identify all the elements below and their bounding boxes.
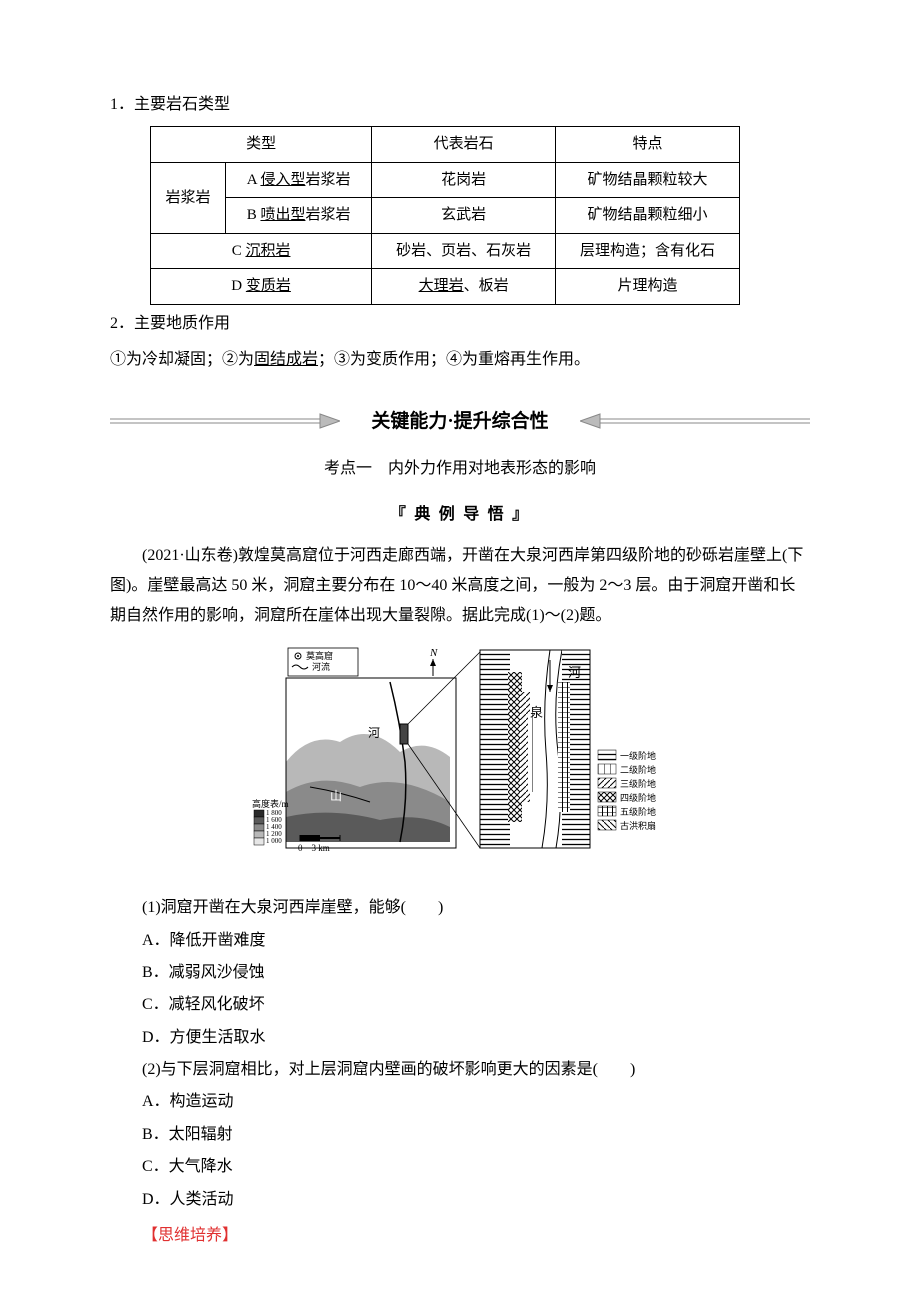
q2-opt-c: C．大气降水: [110, 1152, 810, 1182]
text: ①为冷却凝固；②为: [110, 351, 254, 368]
section1-title: 1．主要岩石类型: [110, 90, 810, 120]
divider-right-ornament: [580, 410, 810, 434]
cell-text: 岩浆岩: [305, 207, 350, 223]
legend-item: 四级阶地: [620, 792, 656, 803]
elev-legend-title: 高度表/m: [252, 798, 289, 809]
table-row: C 沉积岩 砂岩、页岩、石灰岩 层理构造；含有化石: [151, 233, 740, 269]
cell-rock: 玄武岩: [372, 198, 556, 234]
rock-type-table: 类型 代表岩石 特点 岩浆岩 A 侵入型岩浆岩 花岗岩 矿物结晶颗粒较大 B 喷…: [150, 126, 740, 305]
terrace-legend: 一级阶地 二级阶地 三级阶地 四级阶地 五级阶地 古洪积扇: [598, 750, 656, 831]
cell-underline: 喷出型: [260, 207, 305, 223]
cell-subtype: B 喷出型岩浆岩: [226, 198, 372, 234]
legend-item: 古洪积扇: [620, 820, 656, 831]
map-river-label: 河: [368, 726, 380, 740]
cell-text: D: [231, 278, 246, 294]
divider-left-ornament: [110, 410, 340, 434]
cell-text: C: [232, 243, 246, 259]
q1-opt-d: D．方便生活取水: [110, 1023, 810, 1053]
q1-opt-c: C．减轻风化破坏: [110, 990, 810, 1020]
divider-label: 关键能力·提升综合性: [359, 404, 560, 440]
north-label: N: [429, 647, 438, 659]
q2-opt-d: D．人类活动: [110, 1185, 810, 1215]
q1-stem: (1)洞窟开凿在大泉河西岸崖壁，能够( ): [110, 893, 810, 923]
table-row: D 变质岩 大理岩、板岩 片理构造: [151, 269, 740, 305]
passage-text: (2021·山东卷)敦煌莫高窟位于河西走廊西端，开凿在大泉河西岸第四级阶地的砂砾…: [110, 541, 810, 632]
example-heading: 『 典 例 导 悟 』: [110, 500, 810, 530]
legend-item: 三级阶地: [620, 778, 656, 789]
cell-underline: 沉积岩: [245, 243, 290, 259]
col-rock: 代表岩石: [372, 127, 556, 163]
q2-stem: (2)与下层洞窟相比，对上层洞窟内壁画的破坏影响更大的因素是( ): [110, 1055, 810, 1085]
section2-line: ①为冷却凝固；②为固结成岩；③为变质作用；④为重熔再生作用。: [110, 345, 810, 375]
elev-val: 1 000: [266, 837, 282, 845]
col-type: 类型: [151, 127, 372, 163]
topic-heading: 考点一 内外力作用对地表形态的影响: [110, 454, 810, 484]
legend-item: 二级阶地: [620, 764, 656, 775]
cell-type: D 变质岩: [151, 269, 372, 305]
cell-group: 岩浆岩: [151, 162, 226, 233]
cell-rock: 大理岩、板岩: [372, 269, 556, 305]
cell-text: 岩浆岩: [305, 172, 350, 188]
cell-rock: 花岗岩: [372, 162, 556, 198]
table-row: B 喷出型岩浆岩 玄武岩 矿物结晶颗粒细小: [151, 198, 740, 234]
cell-underline: 侵入型: [260, 172, 305, 188]
cell-underline: 变质岩: [246, 278, 291, 294]
q1-opt-a: A．降低开凿难度: [110, 926, 810, 956]
cell-text: A: [247, 172, 261, 188]
cell-feature: 矿物结晶颗粒较大: [556, 162, 740, 198]
q2-options: A．构造运动 B．太阳辐射 C．大气降水 D．人类活动: [110, 1087, 810, 1215]
map-svg: 莫高窟 河流 N 河 山 高度表/m 1 800 1 600 1 400 1 2…: [250, 642, 670, 872]
col-feature: 特点: [556, 127, 740, 163]
legend-mogao: 莫高窟: [306, 650, 333, 661]
cell-underline: 大理岩: [419, 278, 464, 294]
q1-opt-b: B．减弱风沙侵蚀: [110, 958, 810, 988]
table-row: 岩浆岩 A 侵入型岩浆岩 花岗岩 矿物结晶颗粒较大: [151, 162, 740, 198]
cell-feature: 矿物结晶颗粒细小: [556, 198, 740, 234]
scale-label: 0 3 km: [298, 843, 330, 853]
q2-opt-a: A．构造运动: [110, 1087, 810, 1117]
cell-type: C 沉积岩: [151, 233, 372, 269]
analysis-heading: 【思维培养】: [110, 1221, 810, 1251]
map-figure: 莫高窟 河流 N 河 山 高度表/m 1 800 1 600 1 400 1 2…: [110, 642, 810, 883]
legend-item: 五级阶地: [620, 806, 656, 817]
detail-river-label: 河: [568, 665, 581, 680]
cell-feature: 层理构造；含有化石: [556, 233, 740, 269]
table-header-row: 类型 代表岩石 特点: [151, 127, 740, 163]
section2-title: 2．主要地质作用: [110, 309, 810, 339]
q1-options: A．降低开凿难度 B．减弱风沙侵蚀 C．减轻风化破坏 D．方便生活取水: [110, 926, 810, 1054]
detail-spring-label: 泉: [530, 705, 543, 720]
underline-text: 固结成岩: [254, 351, 318, 368]
legend-item: 一级阶地: [620, 750, 656, 761]
cell-rock: 砂岩、页岩、石灰岩: [372, 233, 556, 269]
cell-subtype: A 侵入型岩浆岩: [226, 162, 372, 198]
text: ；③为变质作用；④为重熔再生作用。: [318, 351, 590, 368]
legend-river: 河流: [312, 661, 330, 672]
map-mtn-label: 山: [330, 789, 342, 803]
cell-text: 、板岩: [464, 278, 509, 294]
cell-feature: 片理构造: [556, 269, 740, 305]
cell-text: B: [247, 207, 261, 223]
q2-opt-b: B．太阳辐射: [110, 1120, 810, 1150]
section-divider: 关键能力·提升综合性: [110, 404, 810, 440]
